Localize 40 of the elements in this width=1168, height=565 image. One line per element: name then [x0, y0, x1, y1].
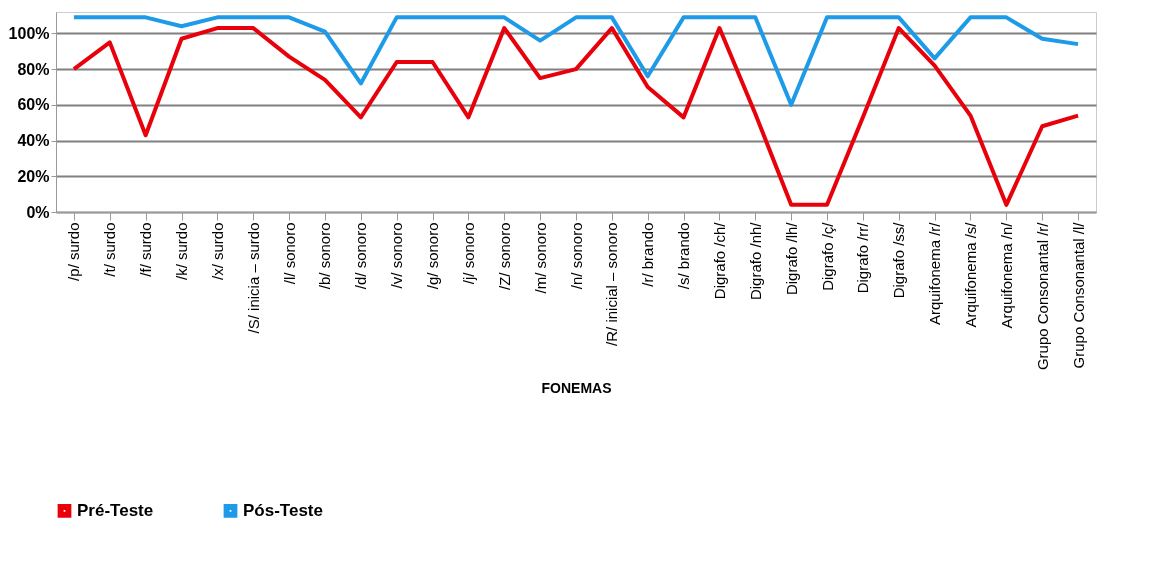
x-tick-label: Digrafo /ch/: [710, 221, 728, 300]
x-tick-label: /p/ surdo: [65, 222, 83, 281]
x-tick-label: /s/ brando: [675, 222, 693, 290]
x-tick-label: /k/ surdo: [173, 222, 191, 281]
x-tick-label: /R/ inicial – sonoro: [603, 222, 621, 346]
line-series: [71, 15, 1081, 107]
x-tick-label: Digrafo /rr/: [854, 221, 872, 294]
x-tick-label: Arquifonema /r/: [926, 221, 944, 326]
legend-label: Pós-Teste: [243, 500, 323, 520]
x-tick-label: /S/ inicia – surdo: [244, 222, 262, 334]
x-tick-label: /n/ sonoro: [567, 222, 585, 290]
y-tick-label: 40%: [17, 132, 50, 150]
x-tick-label: Digrafo /ç/: [818, 221, 836, 291]
x-tick-label: /f/ surdo: [137, 222, 155, 277]
x-tick-label: /r/ brando: [639, 222, 657, 287]
x-tick-label: /b/ sonoro: [316, 222, 334, 290]
x-tick-label: /Z/ sonoro: [495, 222, 513, 291]
x-tick-label: Grupo Consonantal /r/: [1033, 221, 1051, 371]
x-tick-label: /v/ sonoro: [388, 222, 406, 289]
y-tick-label: 60%: [17, 96, 50, 114]
x-tick-label: /j/ sonoro: [459, 222, 477, 285]
y-tick-label: 80%: [17, 60, 50, 78]
x-tick-label: Digrafo /ss/: [890, 221, 908, 299]
x-tick-label: /d/ sonoro: [352, 222, 370, 290]
legend-label: Pré-Teste: [77, 500, 154, 520]
y-tick-label: 100%: [8, 24, 50, 42]
line-series: [71, 26, 1081, 207]
x-axis-title: FONEMAS: [541, 380, 612, 397]
x-tick-label: /l/ sonoro: [280, 222, 298, 285]
y-tick-label: 0%: [26, 203, 50, 221]
x-tick-label: Digrafo /nh/: [746, 221, 764, 301]
x-tick-label: /m/ sonoro: [531, 222, 549, 294]
x-tick-label: Arquifonema /n/: [997, 221, 1015, 329]
x-tick-label: /g/ sonoro: [424, 222, 442, 290]
y-tick-label: 20%: [17, 167, 50, 185]
x-tick-label: Arquifonema /s/: [961, 221, 979, 328]
x-tick-label: /x/ surdo: [208, 222, 226, 281]
x-tick-label: /t/ surdo: [101, 222, 119, 277]
x-tick-label: Digrafo /lh/: [782, 221, 800, 296]
x-tick-label: Grupo Consonantal /l/: [1069, 221, 1087, 369]
